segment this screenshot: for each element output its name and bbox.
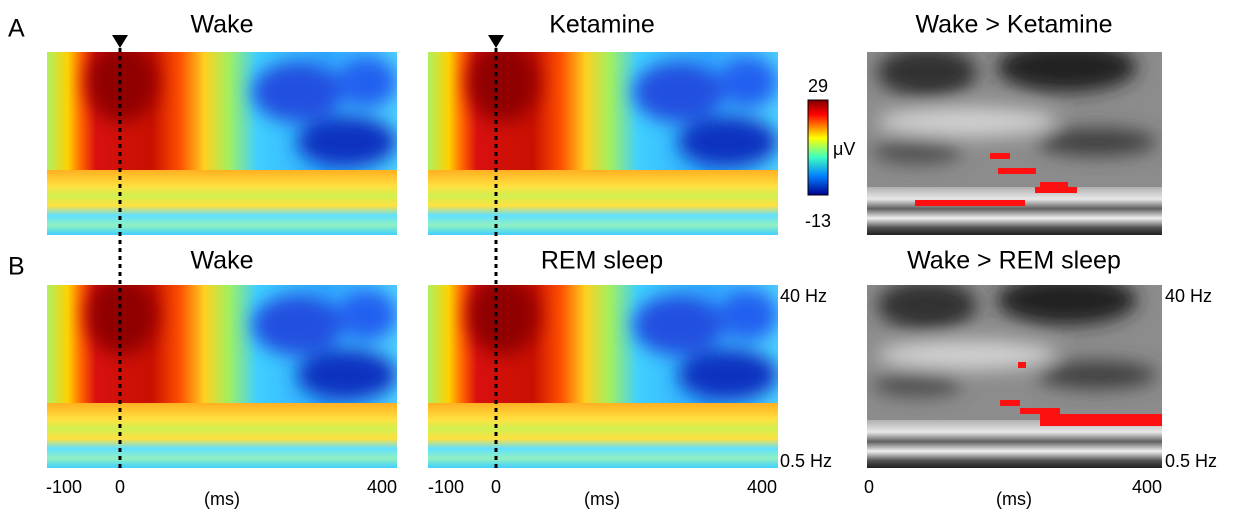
freq-top: 40 Hz: [780, 286, 827, 306]
x-tick-label: 400: [1132, 477, 1162, 497]
x-tick-label: 400: [747, 477, 777, 497]
significance: [915, 153, 1162, 426]
heatmap: [47, 275, 397, 468]
x-tick-label: -100: [46, 477, 82, 497]
panel-title: Wake: [191, 247, 254, 275]
x-axis-label: (ms): [996, 489, 1032, 509]
stimulus-marker: [112, 35, 504, 48]
stat-map: [867, 42, 1162, 235]
stimulus-line: [118, 48, 498, 470]
panel-title: Wake: [191, 11, 254, 39]
colorbar-max: 29: [808, 76, 828, 96]
heatmap: [428, 42, 778, 235]
heatmap: [47, 42, 397, 235]
freq-top: 40 Hz: [1165, 286, 1212, 306]
panel-label: B: [8, 253, 25, 281]
x-tick-label: -100: [428, 477, 464, 497]
freq-labels: 40 Hz 0.5 Hz 40 Hz 0.5 Hz: [780, 286, 1217, 471]
freq-bottom: 0.5 Hz: [1165, 451, 1217, 471]
colorbar: [807, 99, 829, 196]
colorbar-min: -13: [805, 211, 831, 231]
x-tick-label: 0: [864, 477, 874, 497]
x-tick-label: 400: [367, 477, 397, 497]
x-axis-label: (ms): [584, 489, 620, 509]
stat-map: [867, 275, 1162, 468]
panel-title: REM sleep: [541, 247, 663, 275]
colorbar-unit: μV: [833, 139, 855, 159]
x-axis-label: (ms): [204, 489, 240, 509]
heatmap: [428, 275, 778, 468]
x-tick-label: 0: [491, 477, 501, 497]
freq-bottom: 0.5 Hz: [780, 451, 832, 471]
panel-label: A: [8, 15, 25, 43]
panel-title: Ketamine: [549, 11, 655, 39]
x-tick-label: 0: [115, 477, 125, 497]
panel-title: Wake > Ketamine: [915, 11, 1112, 39]
panel-title: Wake > REM sleep: [907, 247, 1121, 275]
